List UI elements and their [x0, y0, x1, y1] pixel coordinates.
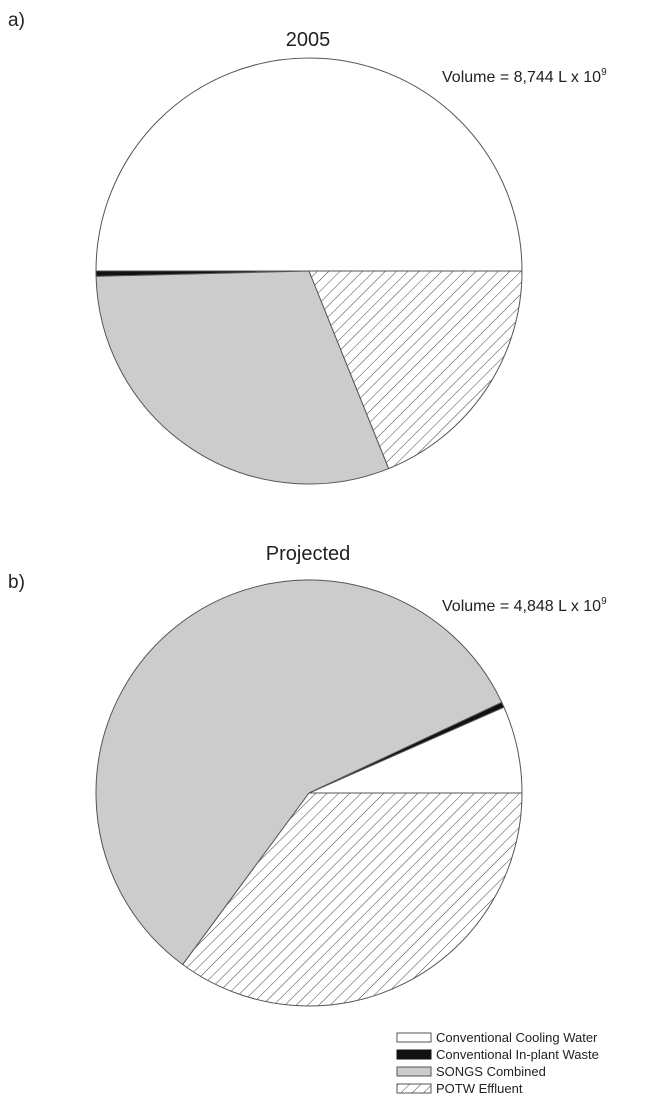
panel-label-b: b)	[8, 572, 25, 593]
slice-potw-effluent-a	[308, 270, 523, 470]
legend-swatch-cooling-water	[396, 1032, 432, 1043]
legend-swatch-songs	[396, 1066, 432, 1077]
legend-swatch-potw	[396, 1083, 432, 1094]
legend-label-inplant-waste: Conventional In-plant Waste	[436, 1047, 599, 1062]
slice-potw-effluent-b	[182, 792, 523, 1007]
volume-exponent-b: 9	[601, 596, 607, 607]
volume-exponent-a: 9	[601, 67, 607, 78]
pie-title-a: 2005	[286, 29, 331, 51]
slice-songs-b	[95, 579, 503, 966]
slice-songs-a	[95, 270, 390, 485]
pie-chart-a	[95, 57, 523, 485]
legend-swatch-inplant-waste	[396, 1049, 432, 1060]
volume-text-a: Volume = 8,744 L x 10	[442, 69, 601, 86]
legend-label-songs: SONGS Combined	[436, 1064, 546, 1079]
volume-text-b: Volume = 4,848 L x 10	[442, 598, 601, 615]
legend-label-potw: POTW Effluent	[436, 1081, 523, 1096]
volume-label-b: Volume = 4,848 L x 109	[442, 596, 607, 615]
legend: Conventional Cooling Water Conventional …	[396, 1030, 599, 1096]
slice-cooling-water-a	[95, 57, 523, 272]
pie-chart-b	[95, 579, 523, 1007]
panel-label-a: a)	[8, 10, 25, 31]
volume-label-a: Volume = 8,744 L x 109	[442, 67, 607, 86]
legend-label-cooling-water: Conventional Cooling Water	[436, 1030, 598, 1045]
pie-title-b: Projected	[266, 543, 351, 565]
